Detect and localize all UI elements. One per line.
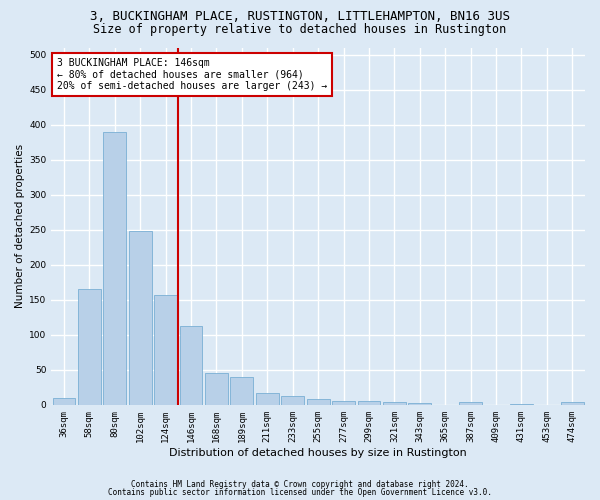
Bar xyxy=(281,396,304,405)
Bar xyxy=(510,404,533,405)
Text: Contains HM Land Registry data © Crown copyright and database right 2024.: Contains HM Land Registry data © Crown c… xyxy=(131,480,469,489)
X-axis label: Distribution of detached houses by size in Rustington: Distribution of detached houses by size … xyxy=(169,448,467,458)
Bar xyxy=(307,398,329,405)
Bar xyxy=(332,400,355,405)
Bar xyxy=(561,402,584,405)
Bar xyxy=(78,289,101,405)
Bar xyxy=(459,402,482,405)
Bar xyxy=(358,402,380,405)
Bar xyxy=(205,374,228,405)
Bar xyxy=(383,402,406,405)
Text: Contains public sector information licensed under the Open Government Licence v3: Contains public sector information licen… xyxy=(108,488,492,497)
Bar xyxy=(256,393,279,405)
Bar xyxy=(230,377,253,405)
Text: 3, BUCKINGHAM PLACE, RUSTINGTON, LITTLEHAMPTON, BN16 3US: 3, BUCKINGHAM PLACE, RUSTINGTON, LITTLEH… xyxy=(90,10,510,23)
Bar xyxy=(179,326,202,405)
Bar xyxy=(409,404,431,405)
Y-axis label: Number of detached properties: Number of detached properties xyxy=(15,144,25,308)
Text: 3 BUCKINGHAM PLACE: 146sqm
← 80% of detached houses are smaller (964)
20% of sem: 3 BUCKINGHAM PLACE: 146sqm ← 80% of deta… xyxy=(56,58,327,92)
Bar xyxy=(154,295,177,405)
Bar xyxy=(129,231,152,405)
Bar xyxy=(103,132,126,405)
Text: Size of property relative to detached houses in Rustington: Size of property relative to detached ho… xyxy=(94,22,506,36)
Bar xyxy=(53,398,76,405)
